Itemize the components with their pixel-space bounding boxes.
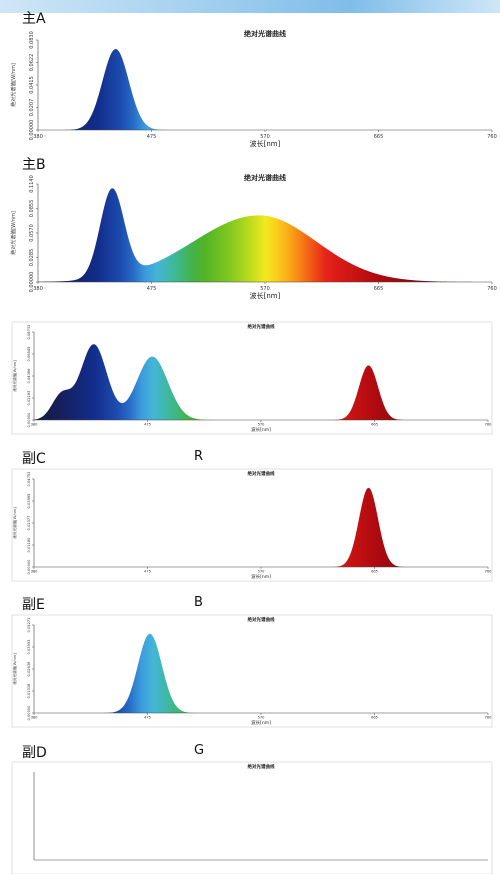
y-tick-label: 0.08732 (27, 325, 31, 340)
y-tick-label: 0.04366 (27, 368, 31, 384)
y-tick-label: 0.0285 (29, 249, 35, 267)
x-tick-label: 760 (485, 570, 493, 574)
spectrum-area (38, 188, 492, 282)
x-tick-label: 760 (485, 716, 493, 720)
chart-panel-a: 绝对光谱曲线 380 475 570 665 760 波长[nm] 0.00000 0.0207… (10, 28, 497, 148)
spectrum-area (34, 633, 488, 713)
y-tick-label: 0.1140 (29, 175, 35, 193)
y-tick-label: 0.03953 (27, 640, 31, 655)
x-axis-label: 波长[nm] (251, 426, 271, 433)
y-axis-label: 绝对光谱值[W/nm] (10, 63, 17, 107)
x-tick-label: 475 (147, 286, 157, 292)
chart-title: 绝对光谱曲线 (248, 763, 275, 770)
y-tick-label: 0.0830 (29, 31, 35, 49)
section-label-d: 副D (22, 745, 47, 761)
x-tick-label: 760 (487, 286, 497, 292)
x-tick-label: 760 (487, 134, 497, 140)
x-tick-label: 380 (33, 286, 43, 292)
x-tick-label: 570 (258, 423, 266, 427)
x-tick-label: 665 (374, 134, 384, 140)
x-axis-label: 波长[nm] (250, 139, 281, 148)
chart-title: 绝对光谱曲线 (248, 616, 275, 623)
x-axis-label: 波长[nm] (250, 291, 281, 300)
chart-title: 绝对光谱曲线 (244, 29, 286, 38)
section-label-a: 主A (22, 11, 46, 27)
x-tick-label: 475 (147, 134, 157, 140)
chart-panel-b: 绝对光谱曲线 380 475 570 665 760 波长[nm] 0.00000 0.0285… (10, 172, 497, 300)
section-label-c: 副C (22, 451, 46, 467)
y-tick-label: 0.06549 (27, 346, 31, 362)
chart-panel-mixed: 绝对光谱曲线 380 475 570 665 760 波长[nm] 0.00000 0.0218… (11, 321, 493, 435)
x-tick-label: 380 (31, 423, 39, 427)
spectrum-chart-d: 绝对光谱曲线 (11, 761, 493, 874)
y-tick-label: 0.05271 (27, 618, 31, 633)
y-axis-label: 绝对光谱值[W/nm] (10, 211, 17, 255)
y-tick-label: 0.03565 (27, 494, 31, 509)
x-tick-label: 570 (260, 286, 270, 292)
y-tick-label: 0.02183 (27, 391, 31, 406)
y-tick-label: 0.0207 (29, 99, 35, 117)
y-tick-label: 0.02377 (27, 516, 31, 531)
y-tick-label: 0.01318 (27, 683, 31, 699)
y-tick-label: 0.0855 (29, 200, 35, 218)
section-aux-e: B (194, 595, 203, 610)
y-tick-label: 0.04753 (27, 472, 31, 487)
x-tick-label: 570 (258, 716, 266, 720)
section-aux-d: G (194, 743, 205, 758)
x-tick-label: 475 (144, 716, 151, 720)
y-axis-label: 绝对光谱值[W/nm] (12, 360, 17, 392)
chart-frame (11, 321, 493, 435)
y-tick-label: 0.0415 (29, 76, 35, 94)
x-tick-label: 665 (371, 570, 378, 574)
y-tick-label: 0.0570 (29, 224, 35, 242)
x-tick-label: 570 (258, 570, 266, 574)
x-tick-label: 760 (485, 423, 493, 427)
spectrum-chart-mixed: 绝对光谱曲线 380 475 570 665 760 波长[nm] 0.00000 0.0218… (11, 321, 493, 435)
spectrum-chart-a: 绝对光谱曲线 380 475 570 665 760 波长[nm] 0.00000 0.0207… (10, 29, 497, 148)
spectrum-chart-e: 绝对光谱曲线 380 475 570 665 760 波长[nm] 0.00000 0.0131… (11, 614, 493, 728)
y-tick-label: 0.00000 (29, 120, 35, 141)
y-tick-label: 0.00000 (27, 412, 31, 428)
section-label-b: 主B (22, 157, 46, 173)
x-tick-label: 570 (260, 134, 270, 140)
y-axis-label: 绝对光谱值[W/nm] (12, 507, 17, 539)
section-label-e: 副E (22, 597, 45, 613)
x-tick-label: 665 (374, 286, 384, 292)
x-tick-label: 665 (371, 716, 378, 720)
y-tick-label: 0.00000 (27, 559, 31, 575)
spectrum-chart-b: 绝对光谱曲线 380 475 570 665 760 波长[nm] 0.00000 0.0285… (10, 173, 497, 300)
chart-frame (11, 614, 493, 728)
y-tick-label: 0.0622 (29, 54, 35, 72)
x-tick-label: 380 (33, 134, 43, 140)
chart-frame (11, 468, 493, 582)
x-axis-label: 波长[nm] (251, 719, 271, 726)
y-tick-label: 0.00000 (29, 272, 35, 293)
x-tick-label: 475 (144, 423, 151, 427)
x-tick-label: 380 (31, 570, 39, 574)
section-aux-c: R (194, 449, 204, 464)
chart-title: 绝对光谱曲线 (248, 470, 275, 477)
chart-panel-e: 绝对光谱曲线 380 475 570 665 760 波长[nm] 0.00000 0.0131… (11, 614, 493, 728)
spectrum-area (38, 49, 492, 130)
spectrum-area (34, 344, 488, 420)
y-tick-label: 0.00000 (27, 705, 31, 721)
x-tick-label: 380 (31, 716, 39, 720)
chart-title: 绝对光谱曲线 (244, 173, 286, 182)
x-tick-label: 665 (371, 423, 378, 427)
y-tick-label: 0.02636 (27, 661, 31, 677)
chart-panel-c: 绝对光谱曲线 380 475 570 665 760 波长[nm] 0.00000 0.0118… (11, 468, 493, 582)
x-tick-label: 475 (144, 570, 151, 574)
chart-panel-d: 绝对光谱曲线 (11, 761, 493, 874)
top-banner (0, 0, 500, 13)
x-axis-label: 波长[nm] (251, 573, 271, 580)
y-tick-label: 0.01180 (27, 537, 31, 553)
spectrum-chart-c: 绝对光谱曲线 380 475 570 665 760 波长[nm] 0.00000 0.0118… (11, 468, 493, 582)
chart-title: 绝对光谱曲线 (248, 323, 275, 330)
y-axis-label: 绝对光谱值[W/nm] (12, 653, 17, 685)
spectrum-area (34, 487, 488, 567)
chart-frame (11, 761, 493, 874)
